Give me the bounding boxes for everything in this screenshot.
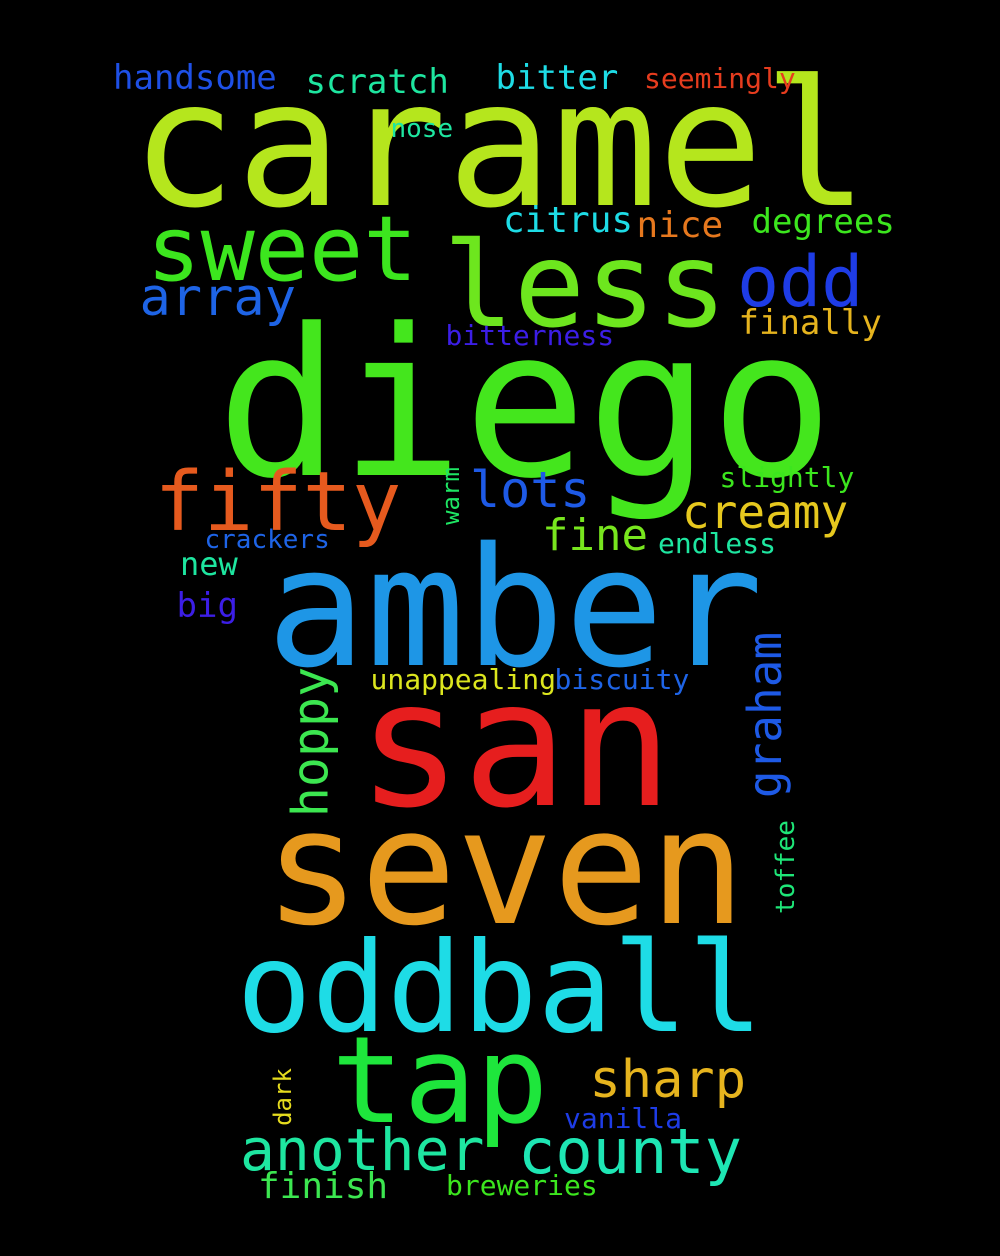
word-slightly: slightly (719, 461, 855, 494)
word-san: san (357, 643, 674, 847)
word-caramel: caramel (131, 43, 869, 247)
word-bitterness: bitterness (445, 319, 615, 352)
word-nose: nose (390, 114, 454, 144)
word-handsome: handsome (113, 58, 277, 98)
word-sharp: sharp (589, 1050, 747, 1110)
word-breweries: breweries (446, 1169, 598, 1202)
word-county: county (518, 1115, 742, 1188)
word-tap: tap (331, 1012, 549, 1151)
word-dark: dark (268, 1068, 297, 1126)
word-scratch: scratch (305, 62, 449, 102)
word-diego: diego (216, 285, 834, 524)
word-nice: nice (636, 205, 724, 246)
word-new: new (180, 545, 238, 583)
word-another: another (240, 1116, 485, 1184)
word-hoppy: hoppy (280, 666, 339, 818)
word-amber: amber (266, 511, 764, 704)
word-seemingly: seemingly (644, 62, 796, 95)
word-odd: odd (737, 241, 864, 323)
word-citrus: citrus (503, 200, 634, 241)
word-seven: seven (264, 774, 746, 961)
word-biscuity: biscuity (554, 663, 690, 696)
word-less: less (443, 216, 728, 354)
word-warm: warm (436, 467, 465, 525)
word-fine: fine (542, 510, 648, 561)
word-finally: finally (738, 303, 882, 343)
word-big: big (176, 586, 238, 626)
word-vanilla: vanilla (564, 1102, 683, 1135)
word-array: array (139, 268, 297, 328)
word-unappealing: unappealing (370, 663, 556, 696)
word-crackers: crackers (204, 525, 330, 555)
word-finish: finish (258, 1166, 389, 1207)
word-endless: endless (658, 527, 777, 560)
word-sweet: sweet (146, 197, 418, 302)
word-lots: lots (470, 461, 591, 519)
word-toffee: toffee (770, 820, 801, 914)
word-creamy: creamy (682, 485, 849, 539)
word-oddball: oddball (236, 915, 764, 1061)
word-graham: graham (738, 631, 793, 799)
word-degrees: degrees (751, 202, 895, 242)
word-fifty: fifty (154, 455, 402, 550)
word-bitter: bitter (495, 58, 619, 98)
